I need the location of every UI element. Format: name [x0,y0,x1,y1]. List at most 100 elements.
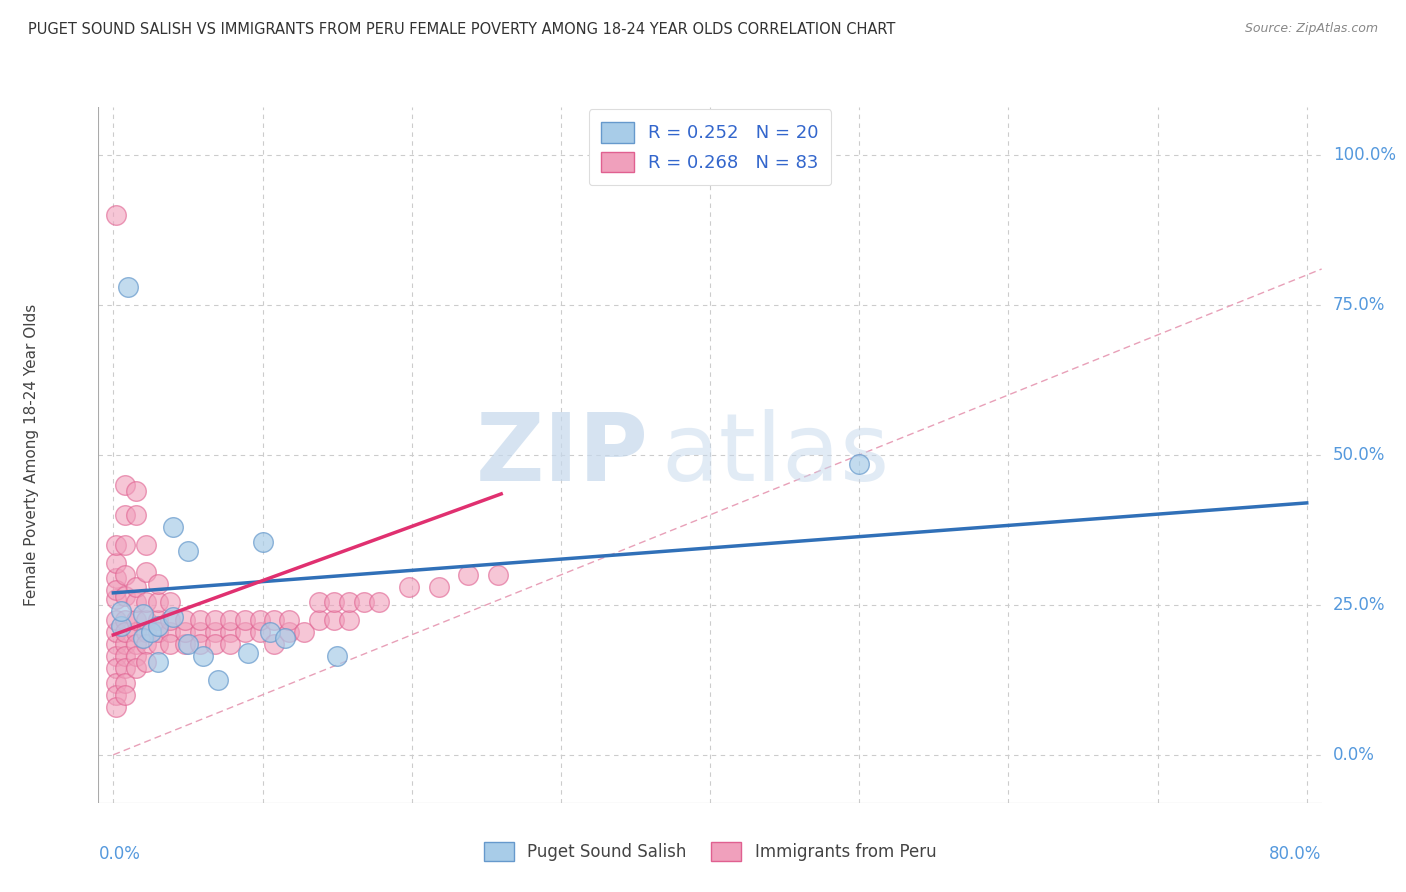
Point [114,676,136,690]
Point [207,673,229,687]
Point [110,619,132,633]
Point [114,637,136,651]
Point [105,582,128,597]
Point [162,610,184,624]
Point [114,613,136,627]
Point [278,613,301,627]
Point [252,534,274,549]
Point [125,648,148,663]
Point [326,648,349,663]
Point [125,580,148,594]
Point [110,604,132,618]
Point [105,661,128,675]
Point [162,520,184,534]
Point [114,624,136,639]
Point [105,648,128,663]
Text: 25.0%: 25.0% [1333,596,1385,614]
Point [125,637,148,651]
Point [105,699,128,714]
Point [236,646,259,660]
Legend: Puget Sound Salish, Immigrants from Peru: Puget Sound Salish, Immigrants from Peru [474,831,946,871]
Point [233,624,256,639]
Point [114,567,136,582]
Text: ZIP: ZIP [477,409,648,501]
Point [114,661,136,675]
Point [191,648,214,663]
Point [398,580,420,594]
Point [146,619,169,633]
Point [114,478,136,492]
Point [114,538,136,552]
Point [367,595,389,609]
Point [218,624,240,639]
Point [457,567,479,582]
Point [105,571,128,585]
Text: 50.0%: 50.0% [1333,446,1385,464]
Point [146,595,169,609]
Point [105,613,128,627]
Point [204,624,226,639]
Point [323,595,346,609]
Text: Source: ZipAtlas.com: Source: ZipAtlas.com [1244,22,1378,36]
Text: 100.0%: 100.0% [1333,146,1396,164]
Point [218,613,240,627]
Point [125,613,148,627]
Text: PUGET SOUND SALISH VS IMMIGRANTS FROM PERU FEMALE POVERTY AMONG 18-24 YEAR OLDS : PUGET SOUND SALISH VS IMMIGRANTS FROM PE… [28,22,896,37]
Point [146,613,169,627]
Point [146,624,169,639]
Point [114,688,136,702]
Point [308,613,330,627]
Point [105,624,128,639]
Text: 0.0%: 0.0% [1333,746,1375,764]
Point [308,595,330,609]
Point [135,655,157,669]
Point [114,589,136,603]
Point [105,208,128,222]
Point [105,556,128,570]
Point [188,624,211,639]
Point [135,538,157,552]
Point [427,580,450,594]
Point [486,567,509,582]
Point [135,613,157,627]
Point [263,613,285,627]
Point [174,613,197,627]
Point [177,637,200,651]
Point [125,624,148,639]
Point [323,613,346,627]
Point [139,624,162,639]
Point [159,624,181,639]
Point [135,637,157,651]
Point [132,631,155,645]
Point [274,631,297,645]
Point [188,637,211,651]
Point [125,595,148,609]
Text: atlas: atlas [661,409,890,501]
Point [135,624,157,639]
Point [848,457,870,471]
Point [204,637,226,651]
Point [105,591,128,606]
Point [117,280,139,294]
Point [132,607,155,621]
Point [146,655,169,669]
Point [263,637,285,651]
Point [249,624,271,639]
Point [337,595,360,609]
Point [174,624,197,639]
Point [249,613,271,627]
Point [105,676,128,690]
Text: Female Poverty Among 18-24 Year Olds: Female Poverty Among 18-24 Year Olds [24,304,38,606]
Point [159,637,181,651]
Point [125,483,148,498]
Point [105,538,128,552]
Point [159,613,181,627]
Point [105,637,128,651]
Text: 80.0%: 80.0% [1270,845,1322,863]
Point [114,648,136,663]
Point [105,688,128,702]
Point [114,508,136,522]
Point [146,577,169,591]
Point [135,565,157,579]
Point [204,613,226,627]
